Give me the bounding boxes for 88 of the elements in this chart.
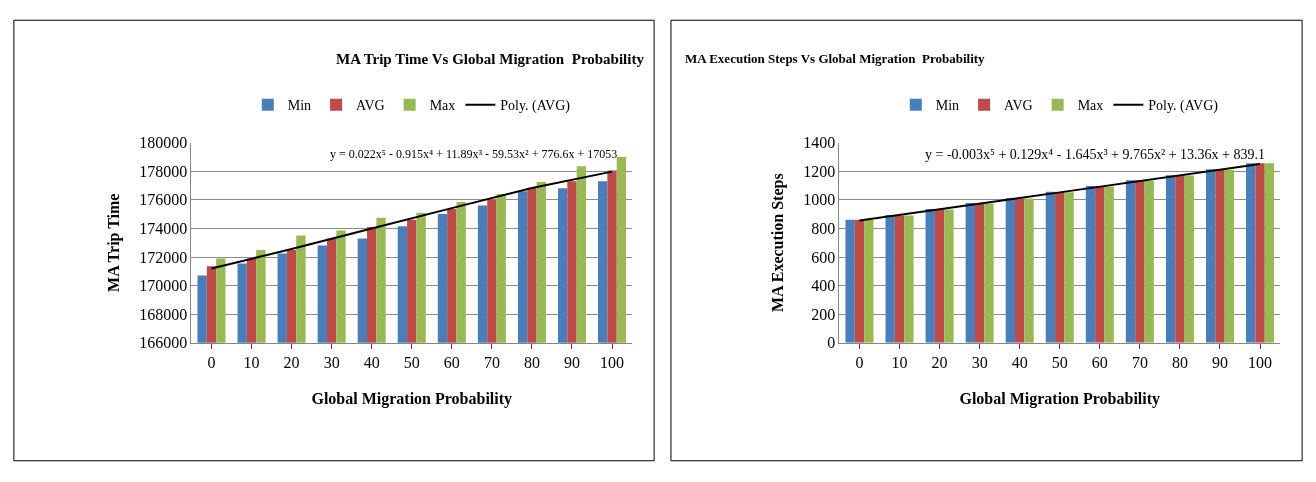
legend-label: AVG — [1004, 98, 1033, 114]
bar — [1165, 175, 1176, 343]
y-tick-label: 166000 — [139, 334, 188, 352]
x-tick-label: 10 — [243, 354, 260, 372]
bar — [944, 209, 954, 343]
bar — [1205, 169, 1216, 343]
y-tick-label: 172000 — [139, 248, 188, 266]
x-axis-title: Global Migration Probability — [959, 389, 1161, 408]
x-tick-label: 0 — [207, 354, 216, 372]
x-tick-label: 90 — [563, 354, 580, 372]
line-series — [210, 170, 614, 270]
bar — [1144, 180, 1154, 343]
legend-label: Poly. (AVG) — [1148, 98, 1219, 115]
bar — [1215, 169, 1225, 343]
x-tick-label: 40 — [363, 354, 380, 372]
x-tick-label: 30 — [971, 354, 988, 372]
x-tick-label: 10 — [891, 354, 908, 372]
x-tick-label: 30 — [323, 354, 340, 372]
bar — [1224, 169, 1235, 343]
bar — [1015, 198, 1025, 343]
bar — [864, 219, 874, 343]
bar — [1135, 180, 1145, 343]
bar — [1184, 175, 1194, 343]
y-tick-label: 176000 — [139, 191, 188, 209]
x-tick-label: 90 — [1211, 354, 1228, 372]
y-tick-label: 200 — [811, 305, 836, 323]
legend-label: Max — [429, 98, 456, 114]
bar — [934, 209, 945, 343]
bar — [1045, 191, 1056, 343]
legend-label: Min — [287, 98, 312, 114]
y-tick-label: 170000 — [139, 277, 188, 295]
bar — [845, 219, 855, 343]
bar — [1095, 186, 1105, 343]
legend-label: Max — [1077, 98, 1104, 114]
y-tick-label: 0 — [827, 334, 836, 352]
x-tick-label: 50 — [403, 354, 420, 372]
bar — [965, 203, 975, 343]
bar — [1055, 192, 1065, 343]
bar — [925, 209, 935, 343]
y-tick-label: 400 — [811, 277, 836, 295]
chart-title: MA Trip Time Vs Global Migration Probability — [336, 51, 645, 67]
bar — [1064, 192, 1074, 343]
y-tick-label: 800 — [811, 220, 836, 238]
y-tick-label: 1000 — [803, 191, 836, 209]
bar — [904, 215, 914, 343]
y-tick-label: 178000 — [139, 162, 188, 180]
x-tick-label: 70 — [1131, 354, 1148, 372]
bar — [1005, 198, 1016, 343]
y-tick-label: 1200 — [803, 162, 836, 180]
x-axis-title: Global Migration Probability — [311, 389, 513, 408]
bar — [854, 219, 865, 343]
y-tick-label: 168000 — [139, 305, 188, 323]
annotation: y = -0.003x⁵ + 0.129x⁴ - 1.645x³ + 9.765x² + 13.36x + 839.1 — [925, 147, 1265, 162]
x-tick-label: 60 — [1091, 354, 1108, 372]
x-tick-label: 80 — [1171, 354, 1188, 372]
x-tick-label: 80 — [523, 354, 540, 372]
legend-label: AVG — [356, 98, 385, 114]
bar — [1264, 163, 1275, 343]
bar — [894, 215, 905, 343]
y-tick-label: 600 — [811, 248, 836, 266]
x-tick-label: 40 — [1011, 354, 1028, 372]
bar — [1104, 186, 1114, 343]
bar — [1255, 163, 1265, 343]
bar — [974, 203, 985, 343]
annotation: y = 0.022x⁵ - 0.915x⁴ + 11.89x³ - 59.53x² + 776.6x + 17053 — [330, 147, 618, 161]
x-tick-label: 100 — [600, 354, 625, 372]
legend-label: Poly. (AVG) — [500, 98, 571, 115]
bar — [1085, 186, 1096, 343]
y-tick-label: 1400 — [803, 134, 836, 152]
x-tick-label: 20 — [931, 354, 948, 372]
bar — [984, 203, 994, 343]
x-tick-label: 20 — [283, 354, 300, 372]
x-tick-label: 50 — [1051, 354, 1068, 372]
bar — [885, 215, 895, 343]
bar — [1125, 180, 1136, 343]
x-tick-label: 100 — [1248, 354, 1273, 372]
bar — [1175, 175, 1185, 343]
chart-title: MA Execution Steps Vs Global Migration Probability — [685, 51, 986, 66]
y-axis-title: MA Execution Steps — [769, 173, 788, 313]
y-tick-label: 174000 — [139, 220, 188, 238]
legend-label: Min — [935, 98, 960, 114]
y-tick-label: 180000 — [139, 134, 188, 152]
x-tick-label: 70 — [483, 354, 500, 372]
bar — [1024, 198, 1034, 343]
y-axis-title: MA Trip Time — [105, 193, 124, 292]
x-tick-label: 60 — [443, 354, 460, 372]
x-tick-label: 0 — [855, 354, 864, 372]
bar — [1246, 163, 1256, 343]
